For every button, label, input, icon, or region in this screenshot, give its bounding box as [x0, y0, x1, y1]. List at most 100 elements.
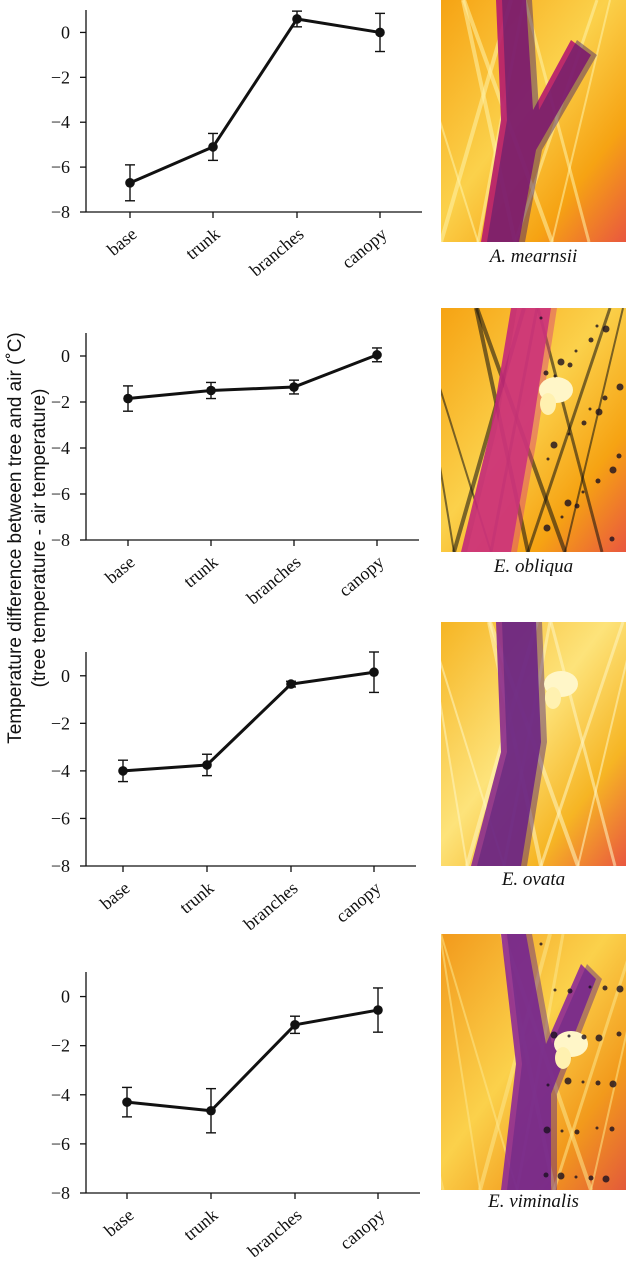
x-tick-label: branches: [244, 1205, 306, 1261]
data-point: [290, 1019, 300, 1030]
thermal-speck: [553, 988, 557, 992]
data-point: [208, 142, 218, 152]
thermal-speck: [539, 942, 543, 946]
koala-hotspot-body: [555, 1047, 571, 1069]
thermal-speck: [564, 1077, 572, 1085]
thermal-speck: [616, 985, 624, 993]
y-tick-label: −6: [51, 1134, 70, 1154]
thermal-speck: [546, 1083, 550, 1087]
thermal-speck: [567, 988, 573, 994]
y-tick-label: −2: [51, 392, 70, 412]
y-tick-label: −4: [51, 761, 70, 781]
x-tick-label: base: [100, 1205, 137, 1241]
thermal-speck: [543, 1126, 551, 1134]
thermal-speck: [588, 985, 592, 989]
y-tick-label: −2: [51, 713, 70, 733]
thermal-speck: [560, 515, 564, 519]
y-axis-title-group: Temperature difference between tree and …: [5, 332, 50, 744]
species-caption: A. mearnsii: [488, 246, 578, 267]
thermal-speck: [595, 1126, 599, 1130]
thermal-speck: [574, 503, 580, 509]
y-tick-label: 0: [61, 666, 70, 686]
chart-panel: 0 −2 −4 −6 −8 base trunk branches canopy E. obliq…: [51, 308, 626, 608]
thermal-trunk-shade: [467, 308, 557, 552]
thermal-speck: [609, 466, 617, 474]
thermal-branch: [441, 934, 481, 1190]
data-point: [123, 393, 133, 404]
thermal-branch: [513, 0, 599, 242]
data-point: [125, 178, 135, 188]
koala-hotspot-body: [540, 393, 556, 415]
data-point: [292, 14, 302, 24]
y-axis-title-line1: Temperature difference between tree and …: [5, 332, 26, 744]
thermal-trunk: [461, 308, 551, 552]
thermal-speck: [567, 362, 573, 368]
thermal-speck: [602, 1175, 610, 1183]
thermal-speck: [595, 478, 601, 484]
data-point: [206, 1105, 216, 1116]
thermal-image: [441, 0, 626, 242]
thermal-trunk: [481, 0, 591, 242]
thermal-trunk-shade: [477, 622, 547, 866]
series-line: [127, 353, 378, 401]
thermal-branch: [539, 622, 625, 866]
species-caption: E. ovata: [501, 869, 565, 890]
y-tick-label: 0: [61, 346, 70, 366]
thermal-speck: [595, 1034, 603, 1042]
x-tick-label: trunk: [182, 224, 224, 264]
thermal-speck: [581, 1034, 587, 1040]
x-tick-label: trunk: [180, 1205, 222, 1245]
y-tick-label: −6: [51, 484, 70, 504]
thermal-speck: [553, 374, 557, 378]
thermal-speck: [602, 325, 610, 333]
x-tick-label: base: [103, 224, 140, 260]
y-tick-label: −4: [51, 1085, 70, 1105]
y-axis-title-line2: (tree temperature - air temperature): [29, 389, 50, 688]
thermal-trunk-shade: [507, 934, 602, 1190]
thermal-trunk: [501, 934, 596, 1190]
thermal-speck: [595, 1080, 601, 1086]
thermal-speck: [609, 536, 615, 542]
y-tick-label: −6: [51, 808, 70, 828]
thermal-speck: [588, 1175, 594, 1181]
y-tick-label: −4: [51, 438, 70, 458]
thermal-branch: [441, 701, 468, 866]
y-tick-label: −2: [51, 67, 70, 87]
thermal-speck: [602, 395, 608, 401]
thermal-speck: [574, 1129, 580, 1135]
thermal-speck: [616, 1031, 622, 1037]
thermal-speck: [543, 1172, 549, 1178]
x-tick-label: branches: [243, 552, 305, 608]
thermal-speck: [550, 441, 558, 449]
y-tick-label: −8: [51, 856, 70, 876]
data-point: [206, 385, 216, 396]
x-tick-label: trunk: [180, 552, 222, 592]
thermal-speck: [539, 316, 543, 320]
thermal-speck: [557, 358, 565, 366]
data-point: [373, 1005, 383, 1015]
data-point: [372, 350, 382, 360]
thermal-speck: [560, 1129, 564, 1133]
thermal-branch: [552, 960, 626, 1190]
y-tick-label: −6: [51, 157, 70, 177]
data-point: [122, 1097, 132, 1107]
thermal-speck: [588, 407, 592, 411]
x-tick-label: canopy: [332, 878, 385, 927]
thermal-trunk-shade: [487, 0, 597, 242]
thermal-speck: [616, 383, 624, 391]
series-line: [122, 670, 375, 773]
data-point: [202, 760, 212, 770]
thermal-speck: [557, 1172, 565, 1180]
chart-panel: 0 −2 −4 −6 −8 base trunk branches canopy E. ovata: [51, 622, 626, 934]
thermal-branch: [441, 120, 479, 242]
thermal-branch: [551, 0, 611, 242]
thermal-speck: [581, 420, 587, 426]
thermal-speck: [564, 499, 572, 507]
thermal-branch: [577, 659, 626, 866]
thermal-speck: [567, 432, 571, 436]
y-tick-label: −8: [51, 1183, 70, 1203]
x-tick-label: branches: [246, 224, 308, 280]
thermal-branch: [564, 308, 624, 552]
thermal-branch: [478, 934, 552, 1190]
